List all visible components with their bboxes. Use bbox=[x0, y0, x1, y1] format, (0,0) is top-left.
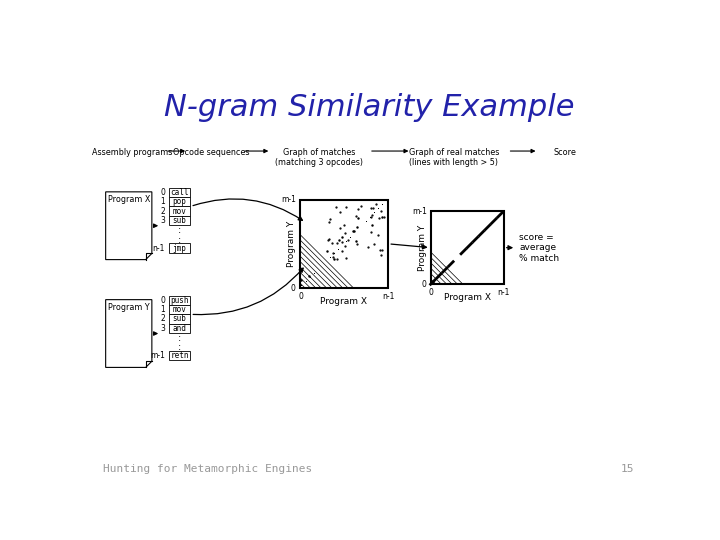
Text: 3: 3 bbox=[160, 216, 165, 225]
Text: Program Y: Program Y bbox=[108, 303, 150, 312]
Text: mov: mov bbox=[173, 207, 186, 215]
Text: Program Y: Program Y bbox=[287, 221, 297, 267]
Text: 0: 0 bbox=[422, 280, 427, 289]
Text: Program Y: Program Y bbox=[418, 225, 428, 271]
Text: 2: 2 bbox=[160, 207, 165, 215]
Text: :: : bbox=[178, 225, 181, 235]
Bar bbox=[168, 197, 190, 206]
Bar bbox=[168, 314, 190, 323]
Text: m-1: m-1 bbox=[412, 207, 427, 215]
Bar bbox=[168, 188, 190, 197]
Text: 0: 0 bbox=[160, 296, 165, 305]
Text: retn: retn bbox=[171, 352, 189, 360]
Text: Hunting for Metamorphic Engines: Hunting for Metamorphic Engines bbox=[104, 464, 312, 474]
Bar bbox=[168, 296, 190, 305]
Text: jmp: jmp bbox=[173, 244, 186, 253]
Text: push: push bbox=[171, 296, 189, 305]
Text: and: and bbox=[173, 323, 186, 333]
Text: sub: sub bbox=[173, 216, 186, 225]
Text: pop: pop bbox=[173, 197, 186, 206]
Text: Program X: Program X bbox=[107, 195, 150, 204]
Text: sub: sub bbox=[173, 314, 186, 323]
Bar bbox=[168, 351, 190, 361]
Text: call: call bbox=[171, 188, 189, 197]
Text: Graph of matches
(matching 3 opcodes): Graph of matches (matching 3 opcodes) bbox=[275, 148, 363, 167]
Text: mov: mov bbox=[173, 305, 186, 314]
Text: 15: 15 bbox=[621, 464, 634, 474]
Bar bbox=[168, 215, 190, 225]
Text: m-1: m-1 bbox=[150, 352, 165, 360]
Text: 1: 1 bbox=[160, 197, 165, 206]
Bar bbox=[168, 323, 190, 333]
Bar bbox=[168, 206, 190, 215]
Text: Assembly programs: Assembly programs bbox=[91, 148, 172, 157]
Text: :: : bbox=[178, 342, 181, 353]
Text: :: : bbox=[178, 333, 181, 343]
Text: 0: 0 bbox=[160, 188, 165, 197]
Text: Opcode sequences: Opcode sequences bbox=[173, 148, 249, 157]
Polygon shape bbox=[106, 300, 152, 367]
Text: n-1: n-1 bbox=[382, 292, 395, 301]
Text: 1: 1 bbox=[160, 305, 165, 314]
Text: 3: 3 bbox=[160, 323, 165, 333]
Text: N-gram Similarity Example: N-gram Similarity Example bbox=[163, 93, 575, 122]
Text: 0: 0 bbox=[291, 284, 296, 293]
Text: Program X: Program X bbox=[444, 293, 490, 302]
Bar bbox=[168, 305, 190, 314]
Polygon shape bbox=[106, 192, 152, 260]
Text: n-1: n-1 bbox=[153, 244, 165, 253]
Text: 0: 0 bbox=[429, 288, 434, 297]
Text: m-1: m-1 bbox=[281, 195, 296, 204]
Bar bbox=[168, 244, 190, 253]
Text: :: : bbox=[178, 234, 181, 245]
Text: Score: Score bbox=[554, 148, 577, 157]
Bar bbox=[431, 211, 504, 284]
Text: n-1: n-1 bbox=[498, 288, 510, 297]
Text: 2: 2 bbox=[160, 314, 165, 323]
Text: Graph of real matches
(lines with length > 5): Graph of real matches (lines with length… bbox=[408, 148, 499, 167]
Bar bbox=[300, 200, 388, 288]
Text: 0: 0 bbox=[298, 292, 303, 301]
Text: score =
average
% match: score = average % match bbox=[519, 233, 559, 262]
Text: Program X: Program X bbox=[320, 296, 367, 306]
